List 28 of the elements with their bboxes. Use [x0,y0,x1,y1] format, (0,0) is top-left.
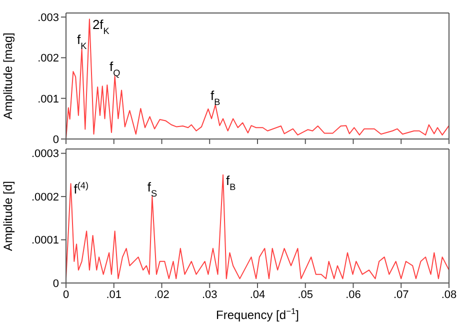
y-tick-label: .0001 [31,234,59,247]
annotation: f$_{S}$ [147,180,158,199]
y-tick-label: .001 [38,93,59,106]
x-tick-label: .08 [441,288,457,301]
x-tick-label: .06 [346,288,361,301]
annotation: f$^{(4)}$ [74,180,89,197]
y-tick-label: 0 [52,278,59,290]
y-tick-label: .002 [38,52,59,65]
x-tick-label: 0 [62,288,70,301]
x-axis-title: Frequency [d$^{−1}$] [216,306,299,322]
y-axis-title: Amplitude [d] [1,180,15,252]
x-tick-label: .05 [298,288,314,301]
x-tick-label: .07 [393,288,409,301]
y-axis-title: Amplitude [mag] [1,32,15,120]
annotation: f$_{B}$ [226,172,236,192]
y-tick-label: .003 [38,12,59,24]
annotation: f$_{Q}$ [109,59,120,78]
y-tick-label: 0 [52,134,59,146]
annotation: f$_{B}$ [210,88,220,107]
annotation: f$_{K}$ [76,32,87,51]
x-tick-label: .01 [106,288,122,301]
y-tick-label: .0002 [31,191,59,204]
x-tick-label: .03 [202,288,218,301]
x-tick-label: .02 [154,288,170,301]
annotation: 2f$_{K}$ [92,17,110,36]
line-series [66,174,449,280]
y-tick-label: .0003 [31,148,59,160]
x-tick-label: .04 [250,288,266,301]
